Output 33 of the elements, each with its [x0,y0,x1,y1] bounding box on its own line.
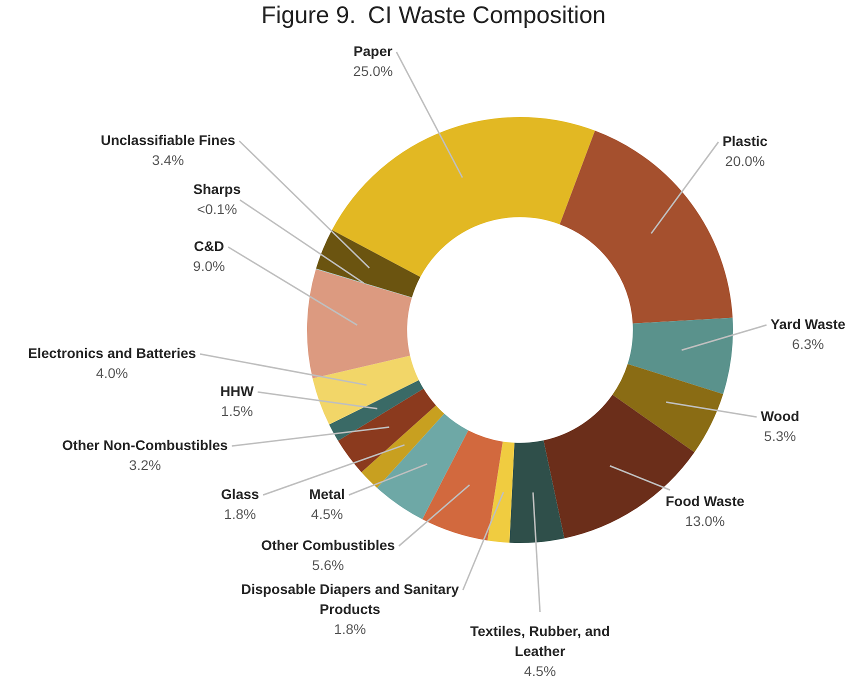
data-label: 3.4% [152,152,184,168]
slice-label: Yard Waste [770,316,846,332]
data-label: 13.0% [685,512,725,529]
slice-label: Plastic [722,132,768,149]
slice-label: Unclassifiable Fines [100,132,236,148]
slice-label: Other Combustibles [261,536,396,553]
slice-label: Wood [760,408,800,424]
data-label: 5.3% [764,428,796,444]
data-label: 5.6% [312,556,344,573]
slice-label: Other Non-Combustibles [62,436,228,453]
slice-label: Food Waste [666,492,745,509]
slice-label: Glass [220,486,260,502]
slice-label: Metal [309,486,345,502]
slice-label: Sharps [193,180,241,197]
slice-label: Textiles, Rubber, and Leather [470,622,610,659]
data-label: <0.1% [196,200,238,217]
slice-label: Electronics and Batteries [28,344,196,361]
data-label: 4.5% [311,506,343,522]
data-label: 1.8% [334,620,366,637]
data-label: 20.0% [725,152,765,169]
data-label: 1.5% [221,402,253,419]
slice-label: HHW [220,382,254,399]
data-label: 9.0% [193,258,225,274]
data-label: 4.5% [524,662,556,679]
data-label: 6.3% [792,336,824,352]
data-label: 3.2% [129,456,161,473]
chart-title: Figure 9. CI Waste Composition [260,2,607,30]
data-label: 4.0% [96,364,128,381]
data-label: 25.0% [353,62,393,79]
slice-label: Disposable Diapers and Sanitary Products [241,580,460,617]
data-label: 1.8% [224,506,256,522]
slice-label: C&D [194,238,224,254]
slice-label: Paper [354,42,393,59]
